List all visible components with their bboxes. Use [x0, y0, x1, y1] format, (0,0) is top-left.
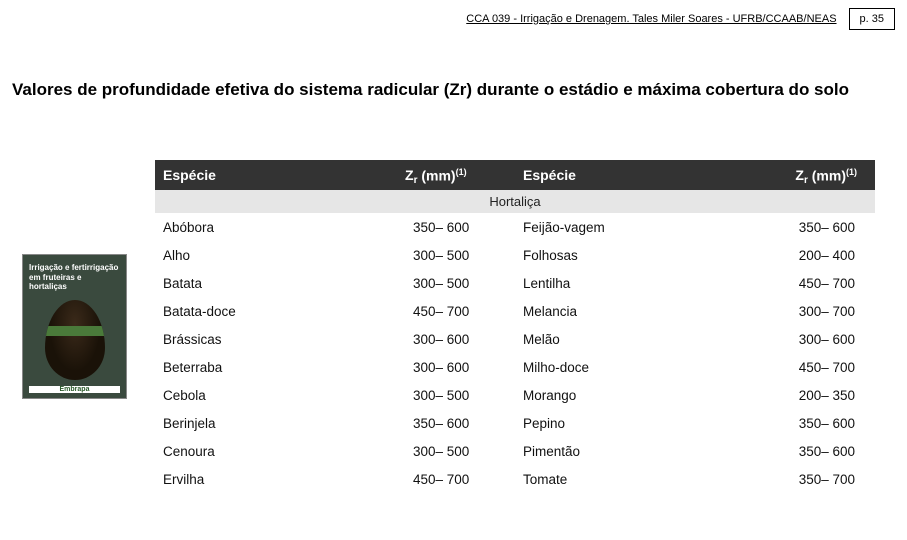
species-left: Abóbora	[155, 220, 405, 235]
species-right: Milho-doce	[515, 360, 765, 375]
zr-right: 350– 600	[765, 220, 875, 235]
root-depth-table: Espécie Zr (mm)(1) Espécie Zr (mm)(1) Ho…	[155, 160, 875, 493]
zr-right: 450– 700	[765, 360, 875, 375]
section-title: Valores de profundidade efetiva do siste…	[12, 80, 895, 100]
species-left: Batata	[155, 276, 405, 291]
table-row: Cebola300– 500Morango200– 350	[155, 381, 875, 409]
species-right: Melão	[515, 332, 765, 347]
zr-right: 200– 400	[765, 248, 875, 263]
publisher-logo: Embrapa	[29, 386, 120, 393]
page-number: p. 35	[849, 8, 895, 30]
zr-right: 350– 600	[765, 416, 875, 431]
species-left: Brássicas	[155, 332, 405, 347]
page-header: CCA 039 - Irrigação e Drenagem. Tales Mi…	[0, 8, 907, 30]
zr-right: 200– 350	[765, 388, 875, 403]
table-row: Beterraba300– 600Milho-doce450– 700	[155, 353, 875, 381]
course-title: CCA 039 - Irrigação e Drenagem. Tales Mi…	[466, 13, 836, 25]
species-left: Berinjela	[155, 416, 405, 431]
table-row: Alho300– 500Folhosas200– 400	[155, 241, 875, 269]
species-right: Lentilha	[515, 276, 765, 291]
zr-left: 300– 600	[405, 360, 515, 375]
zr-left: 300– 500	[405, 444, 515, 459]
table-row: Batata-doce450– 700Melancia300– 700	[155, 297, 875, 325]
species-left: Alho	[155, 248, 405, 263]
species-right: Pepino	[515, 416, 765, 431]
table-row: Brássicas300– 600Melão300– 600	[155, 325, 875, 353]
book-cover: Irrigação e fertirrigação em fruteiras e…	[22, 254, 127, 399]
book-cover-image	[31, 300, 118, 380]
zr-right: 350– 600	[765, 444, 875, 459]
zr-right: 350– 700	[765, 472, 875, 487]
table-row: Abóbora350– 600Feijão-vagem350– 600	[155, 213, 875, 241]
species-left: Cebola	[155, 388, 405, 403]
zr-left: 300– 500	[405, 276, 515, 291]
zr-left: 450– 700	[405, 472, 515, 487]
zr-right: 450– 700	[765, 276, 875, 291]
species-right: Feijão-vagem	[515, 220, 765, 235]
header-especie-1: Espécie	[155, 167, 405, 183]
zr-left: 350– 600	[405, 220, 515, 235]
zr-left: 300– 500	[405, 388, 515, 403]
table-row: Cenoura300– 500Pimentão350– 600	[155, 437, 875, 465]
table-row: Ervilha450– 700Tomate350– 700	[155, 465, 875, 493]
zr-right: 300– 600	[765, 332, 875, 347]
species-left: Cenoura	[155, 444, 405, 459]
species-right: Pimentão	[515, 444, 765, 459]
table-category: Hortaliça	[155, 190, 875, 213]
header-zr-1: Zr (mm)(1)	[405, 167, 515, 184]
zr-left: 450– 700	[405, 304, 515, 319]
species-left: Ervilha	[155, 472, 405, 487]
zr-left: 300– 500	[405, 248, 515, 263]
species-right: Morango	[515, 388, 765, 403]
species-right: Melancia	[515, 304, 765, 319]
table-header-row: Espécie Zr (mm)(1) Espécie Zr (mm)(1)	[155, 160, 875, 190]
table-row: Berinjela350– 600Pepino350– 600	[155, 409, 875, 437]
species-right: Tomate	[515, 472, 765, 487]
species-left: Beterraba	[155, 360, 405, 375]
species-left: Batata-doce	[155, 304, 405, 319]
species-right: Folhosas	[515, 248, 765, 263]
header-especie-2: Espécie	[515, 167, 765, 183]
header-zr-2: Zr (mm)(1)	[765, 167, 875, 184]
zr-left: 350– 600	[405, 416, 515, 431]
book-title: Irrigação e fertirrigação em fruteiras e…	[23, 255, 126, 296]
zr-right: 300– 700	[765, 304, 875, 319]
table-body: Abóbora350– 600Feijão-vagem350– 600Alho3…	[155, 213, 875, 493]
zr-left: 300– 600	[405, 332, 515, 347]
table-row: Batata300– 500Lentilha450– 700	[155, 269, 875, 297]
water-drop-icon	[45, 300, 105, 380]
